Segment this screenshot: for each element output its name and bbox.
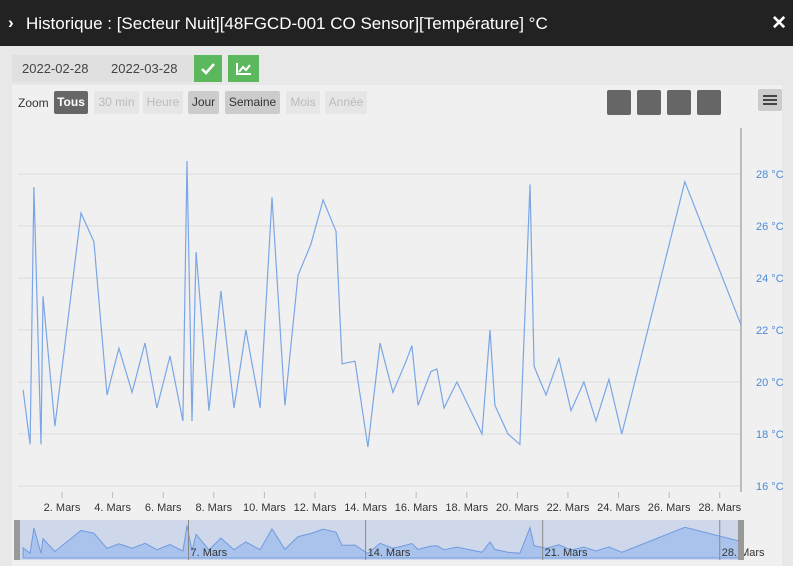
y-tick-label: 18 °C <box>756 429 784 441</box>
x-tick-label: 2. Mars <box>44 502 81 514</box>
y-tick-label: 28 °C <box>756 169 784 181</box>
x-tick-label: 8. Mars <box>195 502 232 514</box>
zoom-button[interactable]: Jour <box>188 91 219 114</box>
x-tick-label: 26. Mars <box>648 502 691 514</box>
x-tick-label: 22. Mars <box>547 502 590 514</box>
header-bar: › Historique : [Secteur Nuit][48FGCD-001… <box>0 0 793 46</box>
zoom-button[interactable]: Semaine <box>225 91 280 114</box>
tool-button[interactable] <box>637 90 661 115</box>
navigator-handle[interactable] <box>14 520 20 560</box>
navigator-tick-label: 14. Mars <box>368 547 411 559</box>
x-tick-label: 24. Mars <box>597 502 640 514</box>
x-tick-label: 16. Mars <box>395 502 438 514</box>
close-button[interactable]: ✕ <box>771 13 787 34</box>
y-tick-label: 20 °C <box>756 377 784 389</box>
x-tick-label: 20. Mars <box>496 502 539 514</box>
zoom-button: 30 min <box>94 91 139 114</box>
x-tick-label: 28. Mars <box>698 502 741 514</box>
x-tick-label: 4. Mars <box>94 502 131 514</box>
zoom-label: Zoom <box>18 96 49 110</box>
y-tick-label: 22 °C <box>756 325 784 337</box>
menu-button[interactable] <box>758 89 782 111</box>
tool-button[interactable] <box>667 90 691 115</box>
zoom-button: Année <box>325 91 367 114</box>
navigator-handle[interactable] <box>738 520 744 560</box>
navigator-area <box>22 525 742 559</box>
zoom-button: Mois <box>286 91 320 114</box>
end-date[interactable]: 2022-03-28 <box>100 55 195 82</box>
zoom-button[interactable]: Tous <box>54 91 88 114</box>
x-tick-label: 18. Mars <box>445 502 488 514</box>
x-tick-label: 12. Mars <box>294 502 337 514</box>
menu-icon <box>763 95 777 105</box>
data-line <box>22 160 742 448</box>
x-tick-label: 14. Mars <box>344 502 387 514</box>
x-tick-label: 10. Mars <box>243 502 286 514</box>
y-tick-label: 24 °C <box>756 273 784 285</box>
x-tick-label: 6. Mars <box>145 502 182 514</box>
navigator-tick-label: 7. Mars <box>191 547 228 559</box>
y-tick-label: 16 °C <box>756 481 784 493</box>
y-tick-label: 26 °C <box>756 221 784 233</box>
chart-button[interactable] <box>228 55 259 82</box>
apply-button[interactable] <box>194 55 222 82</box>
chart-icon <box>236 63 251 75</box>
chevron-icon[interactable]: › <box>8 13 14 32</box>
header-title: Historique : [Secteur Nuit][48FGCD-001 C… <box>26 14 548 33</box>
zoom-button: Heure <box>143 91 183 114</box>
check-icon <box>201 63 215 75</box>
tool-button[interactable] <box>697 90 721 115</box>
tool-button[interactable] <box>607 90 631 115</box>
start-date[interactable]: 2022-02-28 <box>12 55 106 82</box>
navigator-tick-label: 21. Mars <box>545 547 588 559</box>
